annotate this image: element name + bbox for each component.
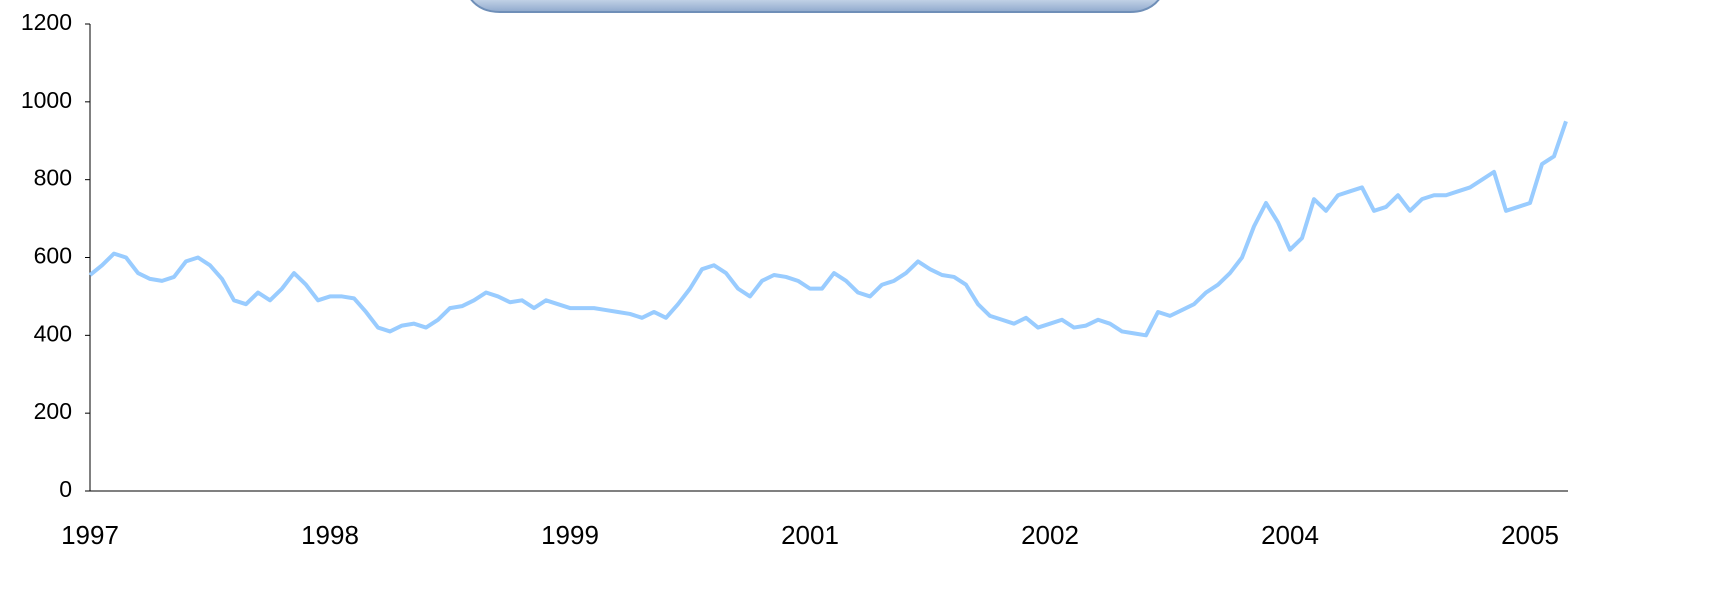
- x-tick-label: 2005: [1501, 520, 1559, 550]
- data-line: [90, 121, 1566, 335]
- page: 0 200 400 600 800 1000 1200 1997 1998 1999 2001 200…: [0, 0, 1724, 606]
- x-tick-label: 1998: [301, 520, 359, 550]
- y-tick-label: 1200: [21, 9, 72, 35]
- x-tick-label: 2004: [1261, 520, 1319, 550]
- y-tick-label: 1000: [21, 87, 72, 113]
- y-tick-label: 600: [34, 243, 72, 269]
- x-tick-label: 2002: [1021, 520, 1079, 550]
- y-tick-label: 0: [59, 476, 72, 502]
- header-tab: [470, 0, 1160, 12]
- x-tick-label: 1997: [61, 520, 119, 550]
- y-tick-label: 200: [34, 398, 72, 424]
- chart: 0 200 400 600 800 1000 1200 1997 1998 1999 2001 200…: [0, 0, 1724, 606]
- x-tick-label: 1999: [541, 520, 599, 550]
- y-tick-label: 400: [34, 320, 72, 346]
- y-tick-label: 800: [34, 165, 72, 191]
- x-tick-label: 2001: [781, 520, 839, 550]
